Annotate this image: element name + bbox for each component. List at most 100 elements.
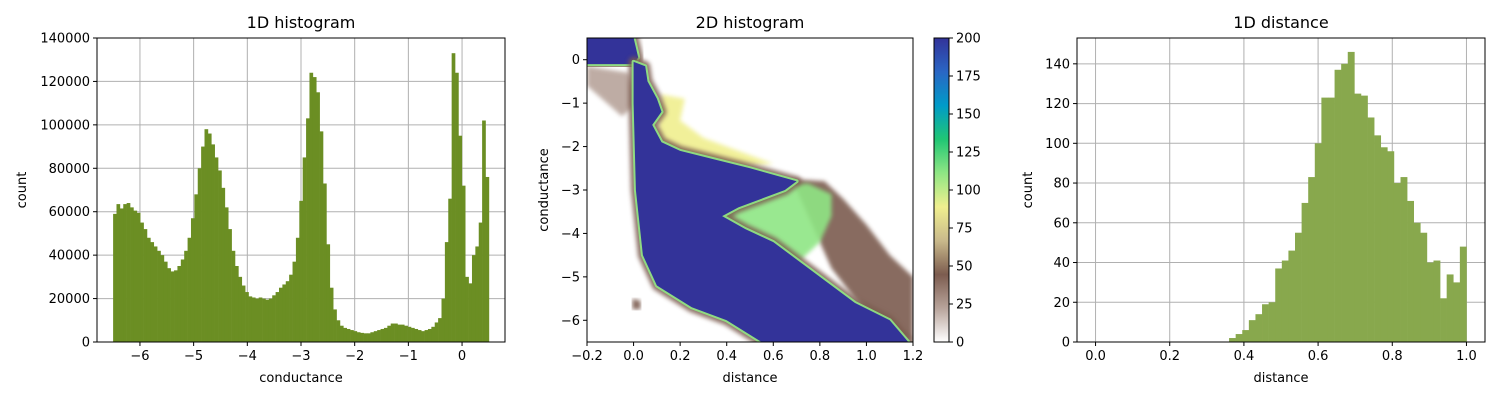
bar [268, 298, 273, 342]
y-axis-label: count [1021, 172, 1036, 209]
y-axis-ticks: 0 20 40 60 80 100 120 140 [1045, 57, 1077, 351]
bar [190, 218, 195, 342]
bar [434, 322, 439, 342]
x-tick-label: −3 [291, 349, 310, 364]
bar [387, 325, 392, 342]
bar [116, 204, 121, 342]
y-tick-label: −1 [561, 97, 580, 112]
bar [363, 333, 368, 342]
y-tick-label: 60000 [49, 205, 90, 220]
bar [1321, 97, 1329, 342]
y-tick-label: −3 [561, 184, 580, 199]
colorbar [933, 37, 950, 343]
bar [272, 295, 276, 342]
y-axis-label: count [15, 172, 30, 209]
bar [136, 212, 141, 342]
x-tick-label: 0 [458, 349, 466, 364]
bar [421, 331, 425, 342]
bar [278, 287, 283, 342]
x-tick-label: 1.0 [1456, 349, 1477, 364]
y-tick-label: 140000 [40, 32, 90, 47]
bar [211, 144, 215, 342]
x-axis-ticks: −6 −5 −4 −3 −2 −1 0 [130, 342, 466, 364]
x-tick-label: 0.6 [763, 349, 784, 364]
x-tick-label: −4 [238, 349, 257, 364]
y-tick-label: 0 [82, 336, 90, 351]
y-tick-label: −5 [561, 270, 580, 285]
bar [160, 255, 165, 342]
bar [1387, 151, 1395, 342]
colorbar-tick-label: 100 [956, 184, 981, 199]
bar [1374, 135, 1382, 342]
bar [1407, 200, 1414, 342]
bar [133, 210, 138, 342]
bar [1420, 232, 1428, 342]
bar [265, 299, 270, 342]
bar [336, 320, 341, 342]
bar [204, 129, 209, 342]
bar [1413, 222, 1421, 342]
bar [1354, 93, 1362, 342]
y-tick-label: 0 [1062, 336, 1070, 351]
bar [485, 176, 490, 342]
bar [1295, 232, 1302, 342]
bar [207, 133, 212, 342]
bar [228, 229, 232, 342]
x-tick-label: 0.2 [670, 349, 691, 364]
panel-1d-distance: 1D distance 0.0 0.2 0.4 0.6 0.8 1.0 0 20 40 60 80… [1021, 13, 1486, 386]
y-tick-label: 20000 [49, 292, 90, 307]
y-tick-label: −4 [561, 227, 580, 242]
x-tick-label: 0.4 [716, 349, 737, 364]
colorbar-tick-label: 75 [956, 222, 973, 237]
bar [1453, 282, 1461, 342]
x-tick-label: 0.4 [1234, 349, 1255, 364]
x-tick-label: −6 [130, 349, 149, 364]
bar [1255, 314, 1263, 342]
y-tick-label: 40000 [49, 249, 90, 264]
bar [400, 324, 405, 342]
heatmap-region [587, 38, 639, 65]
y-tick-label: 40 [1053, 256, 1070, 271]
y-axis-ticks: 0 −1 −2 −3 −4 −5 −6 [561, 53, 587, 329]
y-tick-label: 100 [1045, 137, 1070, 152]
bar [150, 242, 155, 342]
bar [285, 281, 290, 342]
colorbar-tick-label: 0 [956, 336, 964, 351]
bar [163, 261, 168, 342]
x-axis-ticks: −0.2 0.0 0.2 0.4 0.6 0.8 1.0 1.2 [571, 342, 923, 364]
bar [1248, 320, 1256, 342]
bar [1459, 246, 1467, 342]
bar [1380, 147, 1388, 342]
colorbar-tick-label: 25 [956, 298, 973, 313]
bar [455, 72, 459, 343]
bar [1360, 95, 1368, 343]
bar [146, 237, 151, 342]
y-axis-ticks: 0 20000 40000 60000 80000 100000 120000 140000 [40, 32, 97, 351]
bar [482, 120, 486, 342]
bar [312, 77, 317, 342]
bar [475, 246, 480, 342]
y-tick-label: 20 [1053, 296, 1070, 311]
bar [411, 327, 415, 342]
bar [231, 250, 236, 342]
bar [262, 298, 266, 342]
chart-title: 1D histogram [247, 13, 356, 32]
y-tick-label: 100000 [40, 118, 90, 133]
bar [1400, 177, 1408, 342]
bar [339, 325, 344, 342]
x-tick-label: 0.8 [1382, 349, 1403, 364]
bar [427, 328, 432, 342]
colorbar-tick-label: 175 [956, 70, 981, 85]
bar [1334, 69, 1342, 342]
bar [461, 185, 466, 342]
bar [323, 183, 327, 342]
bar [1446, 274, 1454, 342]
bar [343, 327, 348, 342]
y-tick-label: −6 [561, 314, 580, 329]
bar [177, 266, 182, 342]
x-tick-label: 1.0 [856, 349, 877, 364]
bar [424, 330, 429, 342]
bar [448, 198, 452, 342]
x-tick-label: 0.2 [1159, 349, 1180, 364]
